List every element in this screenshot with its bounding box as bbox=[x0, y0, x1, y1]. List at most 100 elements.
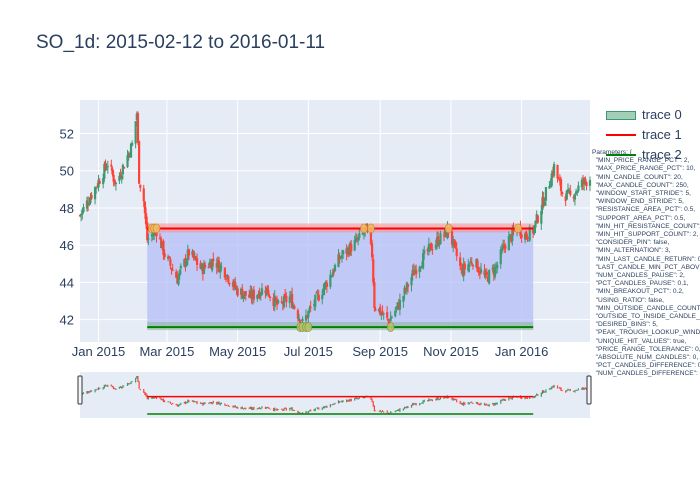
candlestick[interactable] bbox=[240, 287, 243, 300]
candlestick[interactable] bbox=[252, 285, 255, 304]
candlestick[interactable] bbox=[467, 258, 470, 273]
candlestick[interactable] bbox=[95, 187, 98, 194]
candlestick[interactable] bbox=[297, 313, 301, 322]
candlestick[interactable] bbox=[573, 193, 577, 206]
candlestick[interactable] bbox=[131, 140, 134, 147]
candlestick[interactable] bbox=[212, 252, 215, 267]
candlestick[interactable] bbox=[296, 308, 300, 322]
candlestick[interactable] bbox=[275, 295, 279, 310]
candlestick[interactable] bbox=[566, 183, 570, 194]
candlestick[interactable] bbox=[226, 274, 229, 280]
candlestick[interactable] bbox=[179, 263, 182, 275]
candlestick[interactable] bbox=[285, 292, 288, 308]
candlestick[interactable] bbox=[242, 294, 245, 303]
candlestick[interactable] bbox=[309, 300, 312, 313]
candlestick[interactable] bbox=[577, 181, 580, 193]
candlestick[interactable] bbox=[317, 289, 320, 302]
candlestick[interactable] bbox=[332, 268, 335, 276]
candlestick[interactable] bbox=[200, 262, 203, 271]
candlestick[interactable] bbox=[208, 258, 211, 268]
candlestick[interactable] bbox=[420, 261, 424, 268]
candlestick[interactable] bbox=[187, 248, 191, 261]
candlestick[interactable] bbox=[552, 161, 556, 178]
candlestick[interactable] bbox=[520, 232, 523, 243]
candlestick[interactable] bbox=[315, 290, 318, 294]
candlestick[interactable] bbox=[580, 177, 583, 191]
candlestick[interactable] bbox=[304, 309, 308, 325]
candlestick[interactable] bbox=[216, 256, 220, 273]
candlestick[interactable] bbox=[316, 289, 319, 300]
candlestick[interactable] bbox=[386, 306, 389, 321]
candlestick[interactable] bbox=[461, 263, 464, 277]
candlestick[interactable] bbox=[435, 231, 439, 250]
candlestick[interactable] bbox=[129, 142, 133, 158]
candlestick[interactable] bbox=[207, 263, 210, 269]
candlestick[interactable] bbox=[119, 168, 122, 180]
candlestick[interactable] bbox=[347, 244, 351, 258]
candlestick[interactable] bbox=[184, 254, 187, 272]
candlestick[interactable] bbox=[313, 299, 316, 311]
candlestick[interactable] bbox=[260, 282, 264, 296]
candlestick[interactable] bbox=[379, 303, 382, 316]
candlestick[interactable] bbox=[307, 309, 310, 323]
candlestick[interactable] bbox=[87, 196, 90, 212]
candlestick[interactable] bbox=[112, 170, 115, 187]
candlestick[interactable] bbox=[143, 200, 147, 220]
support-hit-marker[interactable] bbox=[304, 322, 313, 332]
candlestick[interactable] bbox=[346, 246, 349, 257]
candlestick[interactable] bbox=[475, 258, 478, 269]
candlestick[interactable] bbox=[88, 197, 91, 207]
candlestick[interactable] bbox=[102, 173, 105, 189]
candlestick[interactable] bbox=[454, 240, 457, 249]
candlestick[interactable] bbox=[462, 257, 465, 282]
candlestick[interactable] bbox=[533, 224, 536, 236]
candlestick[interactable] bbox=[532, 225, 535, 238]
candlestick[interactable] bbox=[195, 253, 199, 271]
candlestick[interactable] bbox=[272, 293, 275, 311]
candlestick[interactable] bbox=[389, 311, 392, 322]
candlestick[interactable] bbox=[565, 189, 568, 200]
candlestick[interactable] bbox=[370, 239, 374, 261]
candlestick[interactable] bbox=[576, 190, 579, 197]
candlestick[interactable] bbox=[105, 163, 108, 171]
candlestick[interactable] bbox=[413, 265, 417, 274]
candlestick[interactable] bbox=[382, 312, 385, 320]
candlestick[interactable] bbox=[510, 234, 513, 244]
candlestick[interactable] bbox=[111, 166, 114, 177]
candlestick[interactable] bbox=[495, 261, 498, 275]
candlestick[interactable] bbox=[527, 240, 530, 242]
candlestick[interactable] bbox=[280, 296, 283, 304]
candlestick[interactable] bbox=[170, 267, 173, 275]
candlestick[interactable] bbox=[499, 246, 502, 269]
candlestick[interactable] bbox=[438, 240, 441, 249]
candlestick[interactable] bbox=[120, 171, 123, 184]
candlestick[interactable] bbox=[146, 216, 149, 243]
resistance-hit-marker[interactable] bbox=[367, 223, 375, 234]
candlestick[interactable] bbox=[241, 283, 244, 299]
candlestick[interactable] bbox=[128, 152, 131, 158]
candlestick[interactable] bbox=[410, 273, 413, 292]
candlestick[interactable] bbox=[395, 306, 398, 313]
candlestick[interactable] bbox=[202, 259, 206, 275]
candlestick[interactable] bbox=[235, 285, 238, 295]
candlestick[interactable] bbox=[306, 314, 309, 319]
candlestick[interactable] bbox=[437, 231, 440, 248]
candlestick[interactable] bbox=[223, 267, 226, 280]
candlestick[interactable] bbox=[98, 178, 101, 185]
candlestick[interactable] bbox=[426, 247, 429, 256]
candlestick[interactable] bbox=[340, 249, 344, 263]
resistance-hit-marker[interactable] bbox=[514, 223, 522, 234]
range-slider-right-handle[interactable] bbox=[586, 375, 592, 405]
candlestick[interactable] bbox=[257, 290, 260, 299]
candlestick[interactable] bbox=[541, 191, 544, 215]
candlestick[interactable] bbox=[501, 239, 505, 250]
candlestick[interactable] bbox=[568, 187, 571, 194]
candlestick[interactable] bbox=[104, 159, 107, 172]
candlestick[interactable] bbox=[478, 266, 481, 280]
candlestick[interactable] bbox=[348, 241, 352, 256]
candlestick[interactable] bbox=[201, 262, 204, 281]
candlestick[interactable] bbox=[406, 283, 410, 293]
candlestick[interactable] bbox=[244, 290, 247, 301]
candlestick[interactable] bbox=[85, 196, 89, 212]
candlestick[interactable] bbox=[550, 170, 553, 188]
